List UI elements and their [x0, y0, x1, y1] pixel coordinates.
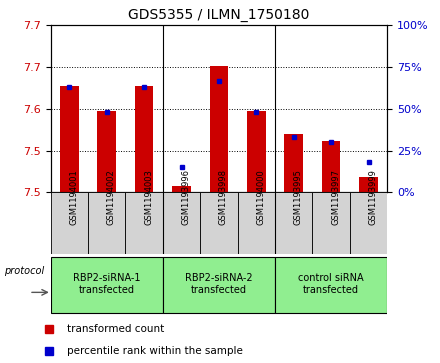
Bar: [275, 192, 312, 254]
Bar: [97, 111, 116, 192]
Text: GSM1193996: GSM1193996: [181, 169, 191, 225]
Text: GSM1193995: GSM1193995: [294, 170, 303, 225]
Bar: [125, 192, 163, 254]
Text: control siRNA
transfected: control siRNA transfected: [298, 273, 364, 294]
Bar: [88, 192, 125, 254]
Text: percentile rank within the sample: percentile rank within the sample: [67, 346, 243, 356]
Bar: [275, 257, 387, 313]
Text: RBP2-siRNA-2
transfected: RBP2-siRNA-2 transfected: [185, 273, 253, 294]
Bar: [51, 192, 88, 254]
Bar: [284, 134, 303, 192]
Text: RBP2-siRNA-1
transfected: RBP2-siRNA-1 transfected: [73, 273, 140, 294]
Bar: [312, 192, 350, 254]
Bar: [238, 192, 275, 254]
Text: transformed count: transformed count: [67, 325, 164, 334]
Bar: [163, 192, 200, 254]
Bar: [135, 86, 154, 192]
Text: protocol: protocol: [4, 266, 44, 276]
Text: GSM1193997: GSM1193997: [331, 169, 340, 225]
Bar: [322, 140, 341, 192]
Bar: [350, 192, 387, 254]
Text: GSM1193999: GSM1193999: [368, 170, 378, 225]
Bar: [247, 111, 266, 192]
Text: GSM1194001: GSM1194001: [70, 170, 78, 225]
Text: GSM1193998: GSM1193998: [219, 169, 228, 225]
Text: GSM1194002: GSM1194002: [107, 170, 116, 225]
Bar: [172, 186, 191, 192]
Text: GSM1194000: GSM1194000: [256, 170, 265, 225]
Title: GDS5355 / ILMN_1750180: GDS5355 / ILMN_1750180: [128, 8, 310, 22]
Text: GSM1194003: GSM1194003: [144, 170, 153, 225]
Bar: [200, 192, 238, 254]
Bar: [60, 86, 79, 192]
Bar: [209, 66, 228, 192]
Bar: [51, 257, 163, 313]
Bar: [163, 257, 275, 313]
Bar: [359, 176, 378, 192]
